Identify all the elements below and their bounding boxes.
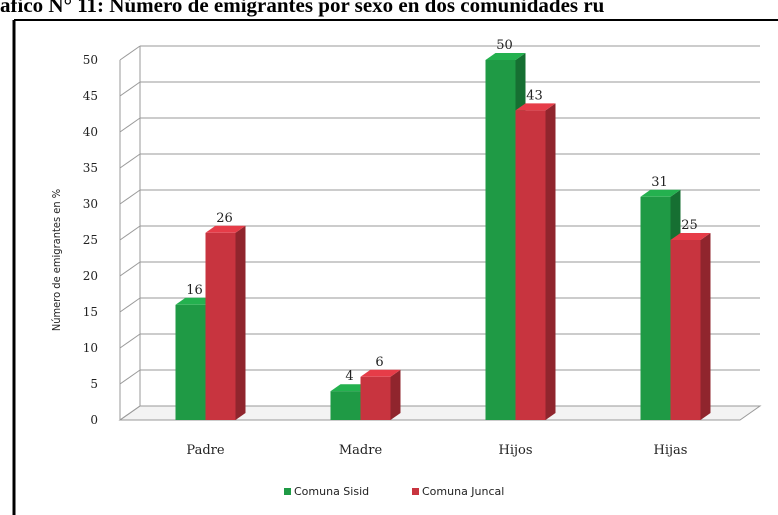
data-label: 31 <box>651 175 668 190</box>
gridline-diag <box>119 189 141 205</box>
legend: Comuna Sisid Comuna Juncal <box>284 485 504 498</box>
y-tick-label: 10 <box>83 341 98 355</box>
gridline-diag <box>119 81 141 97</box>
x-tick-label: Hijas <box>654 443 688 458</box>
x-tick-label: Madre <box>339 443 383 458</box>
data-label: 6 <box>375 355 383 370</box>
bar-top <box>670 233 711 240</box>
gridline-diag <box>119 225 141 241</box>
y-tick-label: 5 <box>90 377 98 391</box>
data-label: 43 <box>526 88 543 103</box>
chart-title: afico N° 11: Número de emigrantes por se… <box>0 0 605 17</box>
bar-top <box>485 53 526 60</box>
bar-side <box>235 225 246 420</box>
bar-side <box>700 233 711 420</box>
gridline-diag <box>119 261 141 277</box>
bar-top <box>360 369 401 377</box>
x-tick-label: Hijos <box>498 443 532 458</box>
y-tick-label: 0 <box>90 413 98 427</box>
gridline-diag <box>119 333 141 349</box>
data-label: 26 <box>216 211 233 226</box>
data-label: 16 <box>186 283 203 298</box>
bar <box>175 304 206 420</box>
legend-item-label: Comuna Juncal <box>422 485 504 498</box>
legend-item-label: Comuna Sisid <box>294 485 369 498</box>
gridline-diag <box>119 45 141 61</box>
y-tick-label: 45 <box>83 89 98 103</box>
gridline-diag <box>119 369 141 385</box>
bar <box>515 110 546 421</box>
x-tick-label: Padre <box>186 443 224 458</box>
y-tick-label: 40 <box>83 125 98 139</box>
bar <box>330 391 361 420</box>
y-tick-label: 25 <box>83 233 98 247</box>
bar <box>205 232 236 420</box>
gridline-diag <box>119 153 141 169</box>
y-tick-label: 50 <box>83 53 98 67</box>
bar <box>670 240 701 420</box>
bar <box>360 376 391 420</box>
bar-top <box>640 189 681 197</box>
data-label: 50 <box>496 38 513 53</box>
y-tick-label: 35 <box>83 161 98 175</box>
bar <box>485 60 516 420</box>
data-label: 4 <box>345 369 353 384</box>
bar-top <box>515 103 556 111</box>
data-label: 25 <box>681 218 698 233</box>
y-tick-label: 15 <box>83 305 98 319</box>
y-tick-label: 20 <box>83 269 98 283</box>
bar-side <box>545 103 556 421</box>
chart-frame <box>12 19 778 515</box>
bar <box>640 196 671 420</box>
y-axis-label: Número de emigrantes en % <box>50 189 63 331</box>
legend-swatch <box>412 488 419 495</box>
gridline-diag <box>119 117 141 133</box>
bar-top <box>205 225 246 233</box>
bar-side <box>390 369 401 420</box>
gridline-diag <box>119 405 141 421</box>
data-labels: 16 26 4 6 50 43 31 25 <box>186 38 698 384</box>
gridline-diag <box>119 297 141 313</box>
bars <box>175 53 711 421</box>
y-tick-label: 30 <box>83 197 98 211</box>
axes: Padre Madre Hijos Hijas <box>119 60 688 458</box>
legend-swatch <box>284 488 291 495</box>
